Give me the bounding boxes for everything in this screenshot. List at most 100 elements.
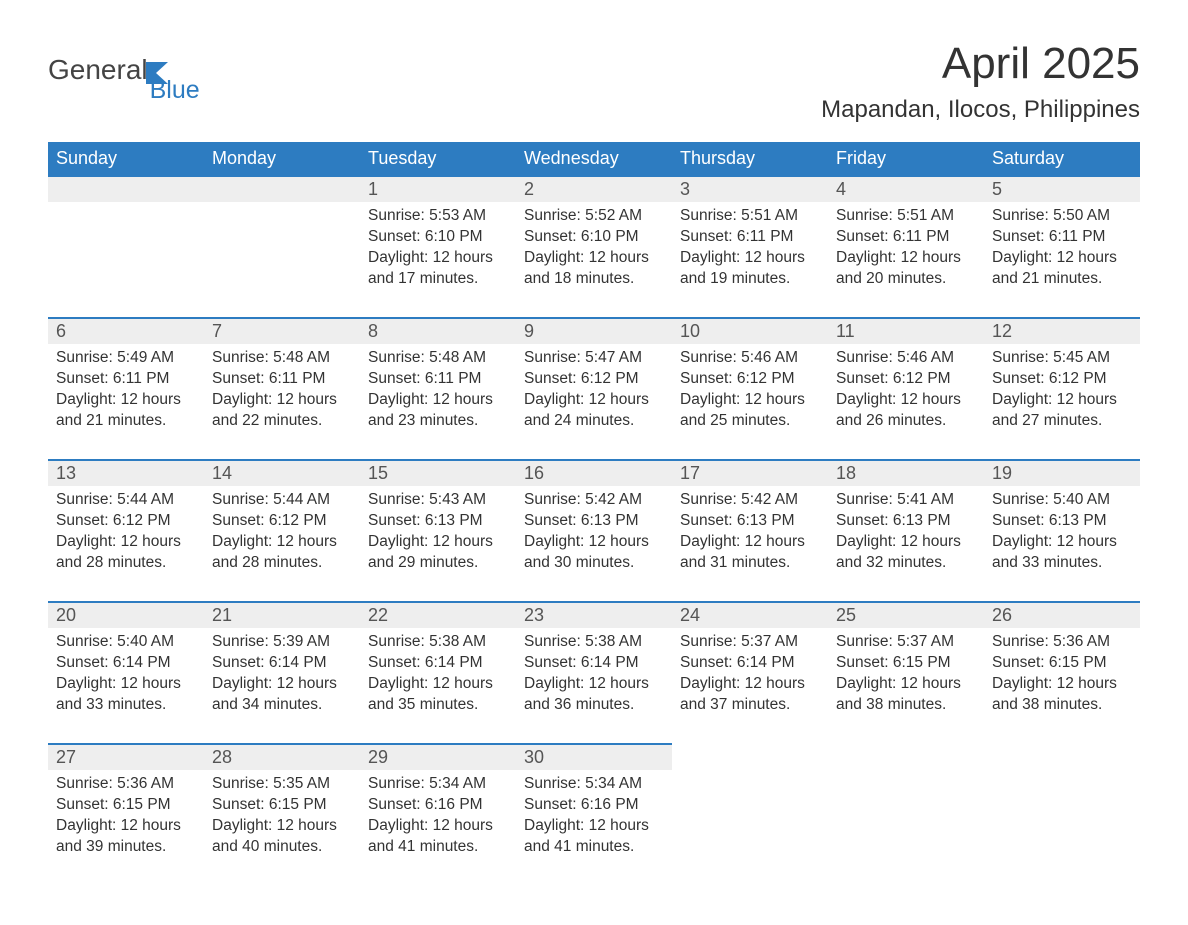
day-number: 16 [516,461,672,486]
calendar-cell: 2Sunrise: 5:52 AMSunset: 6:10 PMDaylight… [516,175,672,317]
calendar-cell: 23Sunrise: 5:38 AMSunset: 6:14 PMDayligh… [516,601,672,743]
day-number: 1 [360,177,516,202]
sunset-line: Sunset: 6:12 PM [56,511,196,532]
calendar-cell [48,175,204,317]
day-number: 8 [360,319,516,344]
daylight-line: Daylight: 12 hours and 21 minutes. [56,390,196,432]
day-details: Sunrise: 5:40 AMSunset: 6:13 PMDaylight:… [984,486,1140,582]
sunset-line: Sunset: 6:16 PM [524,795,664,816]
sunset-line: Sunset: 6:12 PM [836,369,976,390]
brand-logo: General Blue [48,40,236,86]
sunrise-line: Sunrise: 5:42 AM [524,490,664,511]
daylight-line: Daylight: 12 hours and 23 minutes. [368,390,508,432]
sunset-line: Sunset: 6:14 PM [56,653,196,674]
calendar-cell: 18Sunrise: 5:41 AMSunset: 6:13 PMDayligh… [828,459,984,601]
month-title: April 2025 [821,40,1140,88]
day-number: 29 [360,745,516,770]
day-number: 30 [516,745,672,770]
calendar-cell: 11Sunrise: 5:46 AMSunset: 6:12 PMDayligh… [828,317,984,459]
daylight-line: Daylight: 12 hours and 27 minutes. [992,390,1132,432]
daylight-line: Daylight: 12 hours and 33 minutes. [992,532,1132,574]
calendar-cell: 12Sunrise: 5:45 AMSunset: 6:12 PMDayligh… [984,317,1140,459]
daylight-line: Daylight: 12 hours and 39 minutes. [56,816,196,858]
sunrise-line: Sunrise: 5:38 AM [368,632,508,653]
sunset-line: Sunset: 6:12 PM [212,511,352,532]
day-details: Sunrise: 5:52 AMSunset: 6:10 PMDaylight:… [516,202,672,298]
day-details: Sunrise: 5:51 AMSunset: 6:11 PMDaylight:… [672,202,828,298]
sunset-line: Sunset: 6:14 PM [368,653,508,674]
daylight-line: Daylight: 12 hours and 17 minutes. [368,248,508,290]
title-block: April 2025 Mapandan, Ilocos, Philippines [821,40,1140,136]
sunrise-line: Sunrise: 5:53 AM [368,206,508,227]
day-details: Sunrise: 5:51 AMSunset: 6:11 PMDaylight:… [828,202,984,298]
daylight-line: Daylight: 12 hours and 31 minutes. [680,532,820,574]
sunrise-line: Sunrise: 5:38 AM [524,632,664,653]
day-number: 19 [984,461,1140,486]
weekday-header: Sunday [48,142,204,175]
weekday-header: Tuesday [360,142,516,175]
sunset-line: Sunset: 6:15 PM [212,795,352,816]
sunrise-line: Sunrise: 5:37 AM [680,632,820,653]
daylight-line: Daylight: 12 hours and 41 minutes. [368,816,508,858]
sunset-line: Sunset: 6:15 PM [992,653,1132,674]
sunrise-line: Sunrise: 5:51 AM [836,206,976,227]
calendar-cell: 26Sunrise: 5:36 AMSunset: 6:15 PMDayligh… [984,601,1140,743]
daylight-line: Daylight: 12 hours and 19 minutes. [680,248,820,290]
daylight-line: Daylight: 12 hours and 28 minutes. [56,532,196,574]
daylight-line: Daylight: 12 hours and 38 minutes. [992,674,1132,716]
calendar-cell: 13Sunrise: 5:44 AMSunset: 6:12 PMDayligh… [48,459,204,601]
calendar-cell: 6Sunrise: 5:49 AMSunset: 6:11 PMDaylight… [48,317,204,459]
calendar-table: SundayMondayTuesdayWednesdayThursdayFrid… [48,142,1140,885]
sunset-line: Sunset: 6:14 PM [524,653,664,674]
daylight-line: Daylight: 12 hours and 34 minutes. [212,674,352,716]
calendar-cell [672,743,828,885]
day-details: Sunrise: 5:34 AMSunset: 6:16 PMDaylight:… [360,770,516,866]
day-details: Sunrise: 5:41 AMSunset: 6:13 PMDaylight:… [828,486,984,582]
day-details: Sunrise: 5:44 AMSunset: 6:12 PMDaylight:… [204,486,360,582]
day-number: 18 [828,461,984,486]
day-details: Sunrise: 5:48 AMSunset: 6:11 PMDaylight:… [360,344,516,440]
day-details: Sunrise: 5:47 AMSunset: 6:12 PMDaylight:… [516,344,672,440]
calendar-cell: 16Sunrise: 5:42 AMSunset: 6:13 PMDayligh… [516,459,672,601]
sunrise-line: Sunrise: 5:48 AM [212,348,352,369]
calendar-cell: 29Sunrise: 5:34 AMSunset: 6:16 PMDayligh… [360,743,516,885]
day-details: Sunrise: 5:40 AMSunset: 6:14 PMDaylight:… [48,628,204,724]
sunset-line: Sunset: 6:13 PM [680,511,820,532]
sunrise-line: Sunrise: 5:37 AM [836,632,976,653]
daylight-line: Daylight: 12 hours and 20 minutes. [836,248,976,290]
sunrise-line: Sunrise: 5:50 AM [992,206,1132,227]
calendar-cell: 17Sunrise: 5:42 AMSunset: 6:13 PMDayligh… [672,459,828,601]
daylight-line: Daylight: 12 hours and 24 minutes. [524,390,664,432]
calendar-header-row: SundayMondayTuesdayWednesdayThursdayFrid… [48,142,1140,175]
sunrise-line: Sunrise: 5:46 AM [836,348,976,369]
day-details: Sunrise: 5:46 AMSunset: 6:12 PMDaylight:… [672,344,828,440]
sunset-line: Sunset: 6:11 PM [992,227,1132,248]
day-details: Sunrise: 5:34 AMSunset: 6:16 PMDaylight:… [516,770,672,866]
daylight-line: Daylight: 12 hours and 32 minutes. [836,532,976,574]
calendar-cell: 3Sunrise: 5:51 AMSunset: 6:11 PMDaylight… [672,175,828,317]
day-number: 23 [516,603,672,628]
sunset-line: Sunset: 6:13 PM [524,511,664,532]
sunrise-line: Sunrise: 5:36 AM [992,632,1132,653]
day-number-empty [204,177,360,202]
sunrise-line: Sunrise: 5:48 AM [368,348,508,369]
daylight-line: Daylight: 12 hours and 33 minutes. [56,674,196,716]
day-details: Sunrise: 5:42 AMSunset: 6:13 PMDaylight:… [672,486,828,582]
day-number: 22 [360,603,516,628]
sunrise-line: Sunrise: 5:34 AM [368,774,508,795]
day-details: Sunrise: 5:37 AMSunset: 6:15 PMDaylight:… [828,628,984,724]
day-details: Sunrise: 5:35 AMSunset: 6:15 PMDaylight:… [204,770,360,866]
day-number-empty [48,177,204,202]
sunset-line: Sunset: 6:15 PM [56,795,196,816]
day-details: Sunrise: 5:37 AMSunset: 6:14 PMDaylight:… [672,628,828,724]
day-number: 2 [516,177,672,202]
weekday-header: Thursday [672,142,828,175]
sunset-line: Sunset: 6:13 PM [368,511,508,532]
sunrise-line: Sunrise: 5:36 AM [56,774,196,795]
calendar-cell: 28Sunrise: 5:35 AMSunset: 6:15 PMDayligh… [204,743,360,885]
sunrise-line: Sunrise: 5:43 AM [368,490,508,511]
sunrise-line: Sunrise: 5:41 AM [836,490,976,511]
page-header: General Blue April 2025 Mapandan, Ilocos… [48,40,1140,136]
sunset-line: Sunset: 6:14 PM [212,653,352,674]
day-details: Sunrise: 5:45 AMSunset: 6:12 PMDaylight:… [984,344,1140,440]
